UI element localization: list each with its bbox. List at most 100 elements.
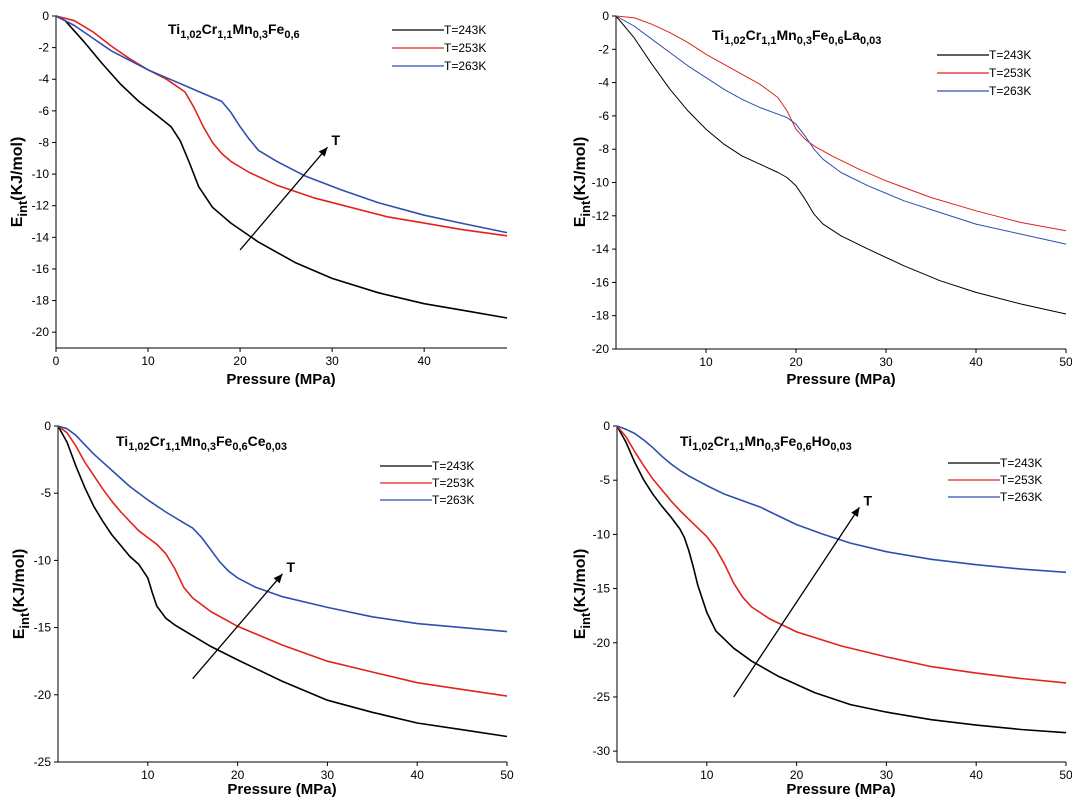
y-tick-label: -15 — [593, 582, 611, 596]
y-tick-label: -5 — [40, 486, 51, 500]
title-subscript: 1,1 — [165, 441, 180, 453]
title-subscript: 1,1 — [729, 441, 744, 453]
y-tick-label: -5 — [599, 473, 610, 487]
x-tick-label: 30 — [879, 355, 893, 369]
title-segment: Fe — [812, 27, 829, 43]
y-label-sub: int — [578, 612, 593, 629]
y-tick-label: -20 — [34, 688, 52, 702]
y-tick-label: -14 — [32, 230, 50, 244]
legend-label: T=243K — [1000, 456, 1042, 470]
temperature-arrow-head — [318, 147, 328, 157]
legend-label: T=263K — [432, 493, 474, 507]
y-tick-label: 0 — [603, 419, 610, 433]
x-tick-label: 10 — [141, 354, 155, 368]
y-tick-label: -2 — [598, 42, 609, 56]
x-tick-label: 40 — [411, 768, 425, 782]
y-tick-label: -4 — [598, 76, 609, 90]
y-tick-label: 0 — [44, 419, 51, 433]
series-line — [55, 15, 508, 234]
title-subscript: 1,1 — [761, 35, 776, 47]
y-label-sub: int — [578, 200, 593, 217]
y-tick-label: -4 — [38, 72, 49, 86]
legend-label: T=263K — [1000, 490, 1042, 504]
x-tick-label: 30 — [321, 768, 335, 782]
title-segment: Cr — [150, 433, 166, 449]
title-segment: Mn — [180, 433, 200, 449]
title-subscript: 0,3 — [797, 35, 812, 47]
title-segment: Ho — [812, 433, 831, 449]
x-tick-label: 30 — [325, 354, 339, 368]
x-axis-label: Pressure (MPa) — [786, 781, 895, 798]
title-subscript: 0,6 — [828, 35, 843, 47]
title-segment: La — [844, 27, 861, 43]
y-tick-label: -12 — [32, 199, 50, 213]
title-segment: Mn — [776, 27, 796, 43]
chart-title: Ti1,02Cr1,1Mn0,3Fe0,6La0,03 — [712, 27, 881, 47]
y-tick-label: -18 — [32, 294, 50, 308]
legend-label: T=243K — [989, 48, 1031, 62]
y-axis-label: Eint(KJ/mol) — [11, 549, 32, 640]
y-label-tail: (KJ/mol) — [572, 137, 589, 201]
x-tick-label: 40 — [970, 768, 984, 782]
x-tick-label: 50 — [500, 768, 514, 782]
series-line — [615, 15, 1067, 245]
x-tick-label: 20 — [233, 354, 247, 368]
y-tick-label: 0 — [602, 9, 609, 23]
x-axis-label: Pressure (MPa) — [786, 371, 895, 388]
legend-label: T=253K — [1000, 473, 1042, 487]
title-subscript: 1,02 — [128, 441, 149, 453]
temperature-arrow-head — [273, 573, 283, 584]
title-subscript: 1,02 — [724, 35, 745, 47]
y-tick-label: -16 — [592, 275, 610, 289]
title-subscript: 0,6 — [796, 441, 811, 453]
legend-label: T=253K — [432, 476, 474, 490]
panel-3: 0 -5 -10 -15 -20 -25 10 20 30 40 50 T=243K T=253K T=2… — [11, 419, 514, 798]
y-tick-label: -10 — [34, 553, 52, 567]
y-tick-label: -10 — [32, 167, 50, 181]
title-segment: Ti — [168, 21, 180, 37]
title-subscript: 0,03 — [860, 35, 881, 47]
title-subscript: 0,3 — [765, 441, 780, 453]
series-line — [57, 425, 508, 697]
title-subscript: 0,03 — [830, 441, 851, 453]
panel-1: 0 -2 -4 -6 -8 -10 -12 -14 -16 -18 -20 0 10 20 30 40 T=24… — [9, 9, 508, 388]
y-tick-label: -20 — [593, 636, 611, 650]
series-line — [616, 425, 1067, 574]
panel-4: 0 -5 -10 -15 -20 -25 -30 10 20 30 40 50 T=243K T=253K… — [572, 419, 1072, 798]
y-axis-label: Eint(KJ/mol) — [9, 137, 30, 228]
series-line — [57, 425, 508, 738]
title-subscript: 0,3 — [253, 29, 268, 41]
x-tick-label: 10 — [141, 768, 155, 782]
y-tick-label: -10 — [593, 527, 611, 541]
title-segment: Fe — [216, 433, 233, 449]
title-subscript: 1,1 — [217, 29, 232, 41]
y-label-sub: int — [17, 612, 32, 629]
x-tick-label: 40 — [417, 354, 431, 368]
y-tick-label: -6 — [598, 109, 609, 123]
title-subscript: 0,6 — [232, 441, 247, 453]
chart-title: Ti1,02Cr1,1Mn0,3Fe0,6Ho0,03 — [680, 433, 852, 453]
y-tick-label: -8 — [598, 142, 609, 156]
title-segment: Ti — [712, 27, 724, 43]
x-tick-label: 20 — [790, 768, 804, 782]
title-segment: Mn — [744, 433, 764, 449]
y-tick-label: -8 — [38, 135, 49, 149]
y-tick-label: -6 — [38, 104, 49, 118]
legend-label: T=253K — [989, 66, 1031, 80]
x-tick-label: 40 — [969, 355, 983, 369]
x-tick-label: 50 — [1059, 355, 1072, 369]
temperature-arrow-label: T — [332, 132, 341, 148]
y-label-main: E — [572, 628, 589, 639]
title-segment: Fe — [780, 433, 797, 449]
title-segment: Ce — [248, 433, 266, 449]
y-tick-label: -16 — [32, 262, 50, 276]
y-label-tail: (KJ/mol) — [9, 137, 26, 201]
y-label-main: E — [9, 216, 26, 227]
legend-label: T=263K — [444, 59, 486, 73]
series-line — [615, 15, 1067, 232]
y-tick-label: -10 — [592, 176, 610, 190]
temperature-arrow-label: T — [863, 492, 872, 508]
title-segment: Cr — [714, 433, 730, 449]
y-tick-label: -30 — [593, 744, 611, 758]
